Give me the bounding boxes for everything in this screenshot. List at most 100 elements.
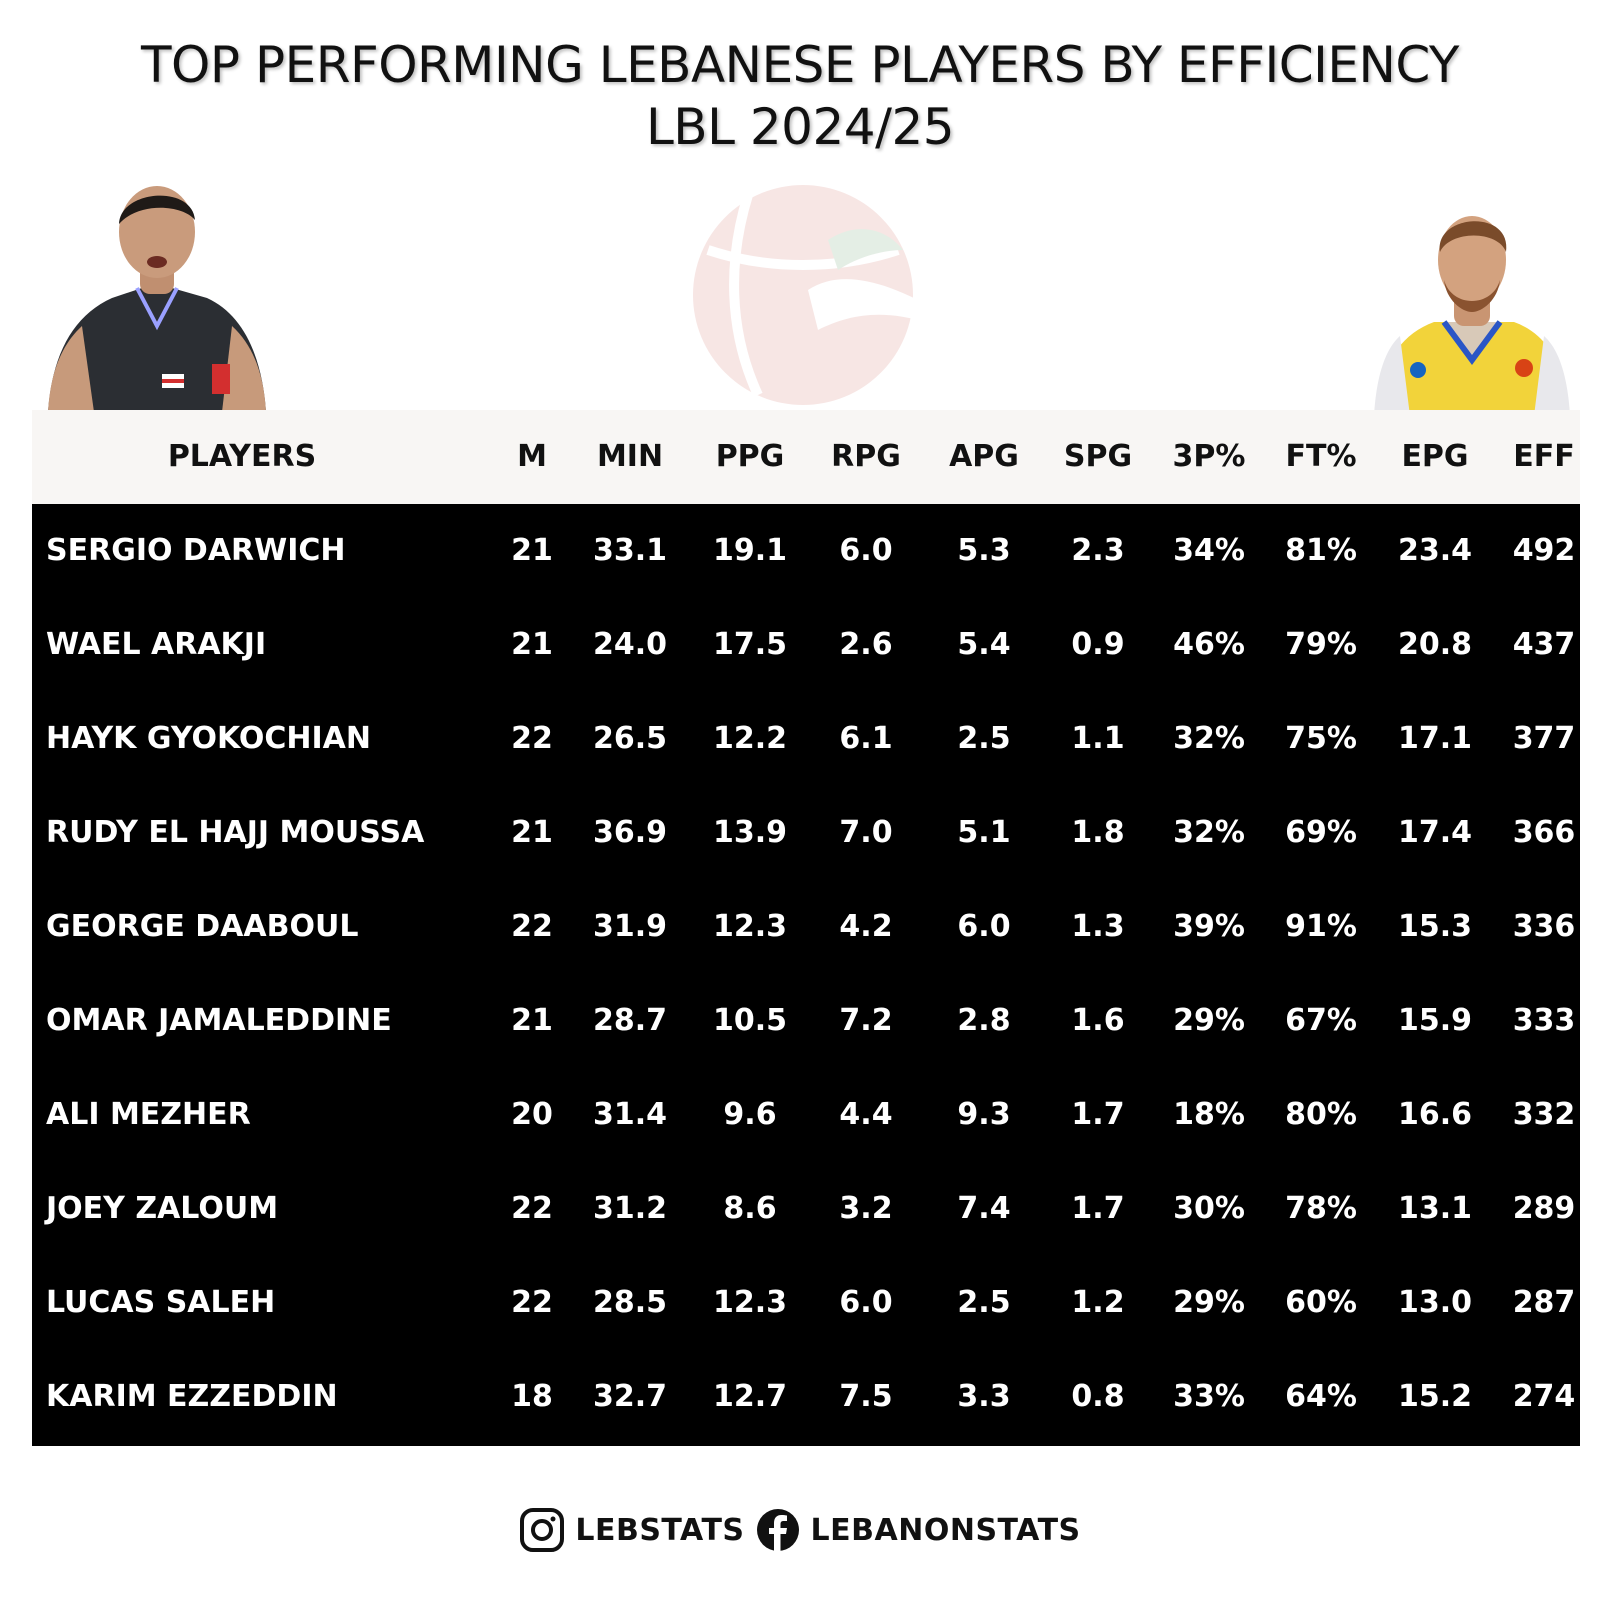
- stats-table: SERGIO DARWICH 21 33.1 19.1 6.0 5.3 2.3 …: [32, 504, 1580, 1446]
- cell-ppg: 19.1: [712, 533, 788, 568]
- cell-m: 21: [511, 627, 553, 662]
- cell-spg: 1.6: [1071, 1003, 1125, 1038]
- cell-ppg: 12.3: [712, 909, 788, 944]
- cell-3p: 46%: [1173, 627, 1245, 662]
- player-photo-right: [1374, 216, 1570, 416]
- player-name: WAEL ARAKJI: [46, 627, 267, 662]
- cell-epg: 23.4: [1397, 533, 1473, 568]
- cell-apg: 9.3: [957, 1097, 1011, 1132]
- cell-ft: 80%: [1285, 1097, 1357, 1132]
- cell-spg: 0.8: [1071, 1379, 1125, 1414]
- table-row: GEORGE DAABOUL 22 31.9 12.3 4.2 6.0 1.3 …: [32, 880, 1580, 974]
- cell-spg: 1.8: [1071, 815, 1125, 850]
- cell-m: 21: [511, 815, 553, 850]
- table-row: ALI MEZHER 20 31.4 9.6 4.4 9.3 1.7 18% 8…: [32, 1068, 1580, 1162]
- cell-epg: 17.1: [1397, 721, 1473, 756]
- table-row: WAEL ARAKJI 21 24.0 17.5 2.6 5.4 0.9 46%…: [32, 598, 1580, 692]
- cell-apg: 2.8: [957, 1003, 1011, 1038]
- cell-ft: 81%: [1285, 533, 1357, 568]
- cell-m: 22: [511, 721, 553, 756]
- header-rpg: RPG: [831, 439, 901, 474]
- table-row: KARIM EZZEDDIN 18 32.7 12.7 7.5 3.3 0.8 …: [32, 1350, 1580, 1444]
- cell-spg: 1.3: [1071, 909, 1125, 944]
- cell-spg: 1.7: [1071, 1097, 1125, 1132]
- cell-rpg: 4.4: [839, 1097, 893, 1132]
- cell-spg: 1.7: [1071, 1191, 1125, 1226]
- basketball-logo-watermark: [693, 185, 918, 405]
- cell-m: 22: [511, 909, 553, 944]
- instagram-icon[interactable]: [519, 1507, 565, 1553]
- cell-rpg: 6.1: [839, 721, 893, 756]
- cell-epg: 15.2: [1397, 1379, 1473, 1414]
- cell-rpg: 4.2: [839, 909, 893, 944]
- player-name: OMAR JAMALEDDINE: [46, 1003, 392, 1038]
- player-photo-left: [48, 186, 266, 412]
- player-name: ALI MEZHER: [46, 1097, 251, 1132]
- cell-epg: 15.9: [1397, 1003, 1473, 1038]
- instagram-handle[interactable]: LEBSTATS: [575, 1512, 745, 1548]
- cell-min: 24.0: [592, 627, 668, 662]
- cell-ft: 64%: [1285, 1379, 1357, 1414]
- cell-min: 36.9: [592, 815, 668, 850]
- cell-epg: 13.1: [1397, 1191, 1473, 1226]
- header-players: PLAYERS: [167, 439, 317, 474]
- cell-ppg: 9.6: [723, 1097, 777, 1132]
- cell-3p: 29%: [1173, 1003, 1245, 1038]
- title-line-1: TOP PERFORMING LEBANESE PLAYERS BY EFFIC…: [141, 36, 1459, 94]
- header-m: M: [517, 439, 547, 474]
- cell-3p: 33%: [1173, 1379, 1245, 1414]
- cell-ppg: 10.5: [712, 1003, 788, 1038]
- player-name: RUDY EL HAJJ MOUSSA: [46, 815, 425, 850]
- cell-apg: 6.0: [957, 909, 1011, 944]
- title-line-2: LBL 2024/25: [645, 98, 955, 156]
- cell-ft: 69%: [1285, 815, 1357, 850]
- cell-min: 28.7: [592, 1003, 668, 1038]
- facebook-handle[interactable]: LEBANONSTATS: [810, 1512, 1081, 1548]
- cell-epg: 20.8: [1397, 627, 1473, 662]
- cell-rpg: 3.2: [839, 1191, 893, 1226]
- cell-eff: 287: [1512, 1285, 1576, 1320]
- cell-m: 22: [511, 1191, 553, 1226]
- cell-rpg: 2.6: [839, 627, 893, 662]
- cell-epg: 15.3: [1397, 909, 1473, 944]
- cell-eff: 366: [1512, 815, 1576, 850]
- cell-ft: 60%: [1285, 1285, 1357, 1320]
- cell-3p: 29%: [1173, 1285, 1245, 1320]
- cell-min: 31.9: [592, 909, 668, 944]
- cell-rpg: 7.5: [839, 1379, 893, 1414]
- cell-3p: 30%: [1173, 1191, 1245, 1226]
- cell-ppg: 12.3: [712, 1285, 788, 1320]
- cell-m: 21: [511, 533, 553, 568]
- cell-rpg: 7.2: [839, 1003, 893, 1038]
- facebook-icon[interactable]: [755, 1507, 801, 1553]
- table-row: SERGIO DARWICH 21 33.1 19.1 6.0 5.3 2.3 …: [32, 504, 1580, 598]
- cell-3p: 32%: [1173, 721, 1245, 756]
- cell-ppg: 12.2: [712, 721, 788, 756]
- cell-eff: 336: [1512, 909, 1576, 944]
- table-header: PLAYERS M MIN PPG RPG APG SPG 3P% FT% EP…: [32, 410, 1580, 504]
- cell-apg: 5.4: [957, 627, 1011, 662]
- cell-rpg: 6.0: [839, 533, 893, 568]
- player-name: GEORGE DAABOUL: [46, 909, 359, 944]
- cell-3p: 34%: [1173, 533, 1245, 568]
- cell-apg: 2.5: [957, 1285, 1011, 1320]
- cell-eff: 437: [1512, 627, 1576, 662]
- cell-ppg: 17.5: [712, 627, 788, 662]
- cell-apg: 5.3: [957, 533, 1011, 568]
- cell-rpg: 7.0: [839, 815, 893, 850]
- cell-spg: 0.9: [1071, 627, 1125, 662]
- player-name: HAYK GYOKOCHIAN: [46, 721, 372, 756]
- cell-ft: 79%: [1285, 627, 1357, 662]
- header-apg: APG: [949, 439, 1019, 474]
- table-row: LUCAS SALEH 22 28.5 12.3 6.0 2.5 1.2 29%…: [32, 1256, 1580, 1350]
- table-row: HAYK GYOKOCHIAN 22 26.5 12.2 6.1 2.5 1.1…: [32, 692, 1580, 786]
- cell-apg: 5.1: [957, 815, 1011, 850]
- cell-3p: 39%: [1173, 909, 1245, 944]
- header-ft: FT%: [1285, 439, 1357, 474]
- cell-eff: 332: [1512, 1097, 1576, 1132]
- player-name: SERGIO DARWICH: [46, 533, 346, 568]
- table-row: OMAR JAMALEDDINE 21 28.7 10.5 7.2 2.8 1.…: [32, 974, 1580, 1068]
- cell-spg: 1.1: [1071, 721, 1125, 756]
- cell-spg: 1.2: [1071, 1285, 1125, 1320]
- header-spg: SPG: [1063, 439, 1133, 474]
